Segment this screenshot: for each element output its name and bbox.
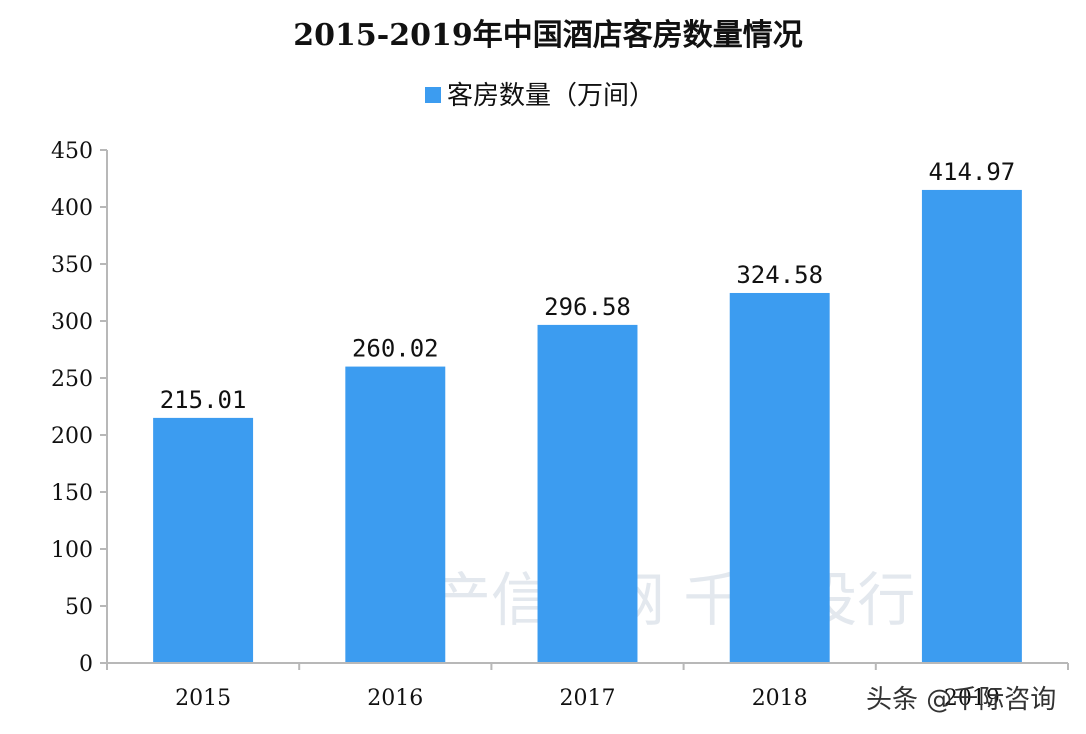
x-tick-label: 2015 xyxy=(175,686,231,711)
y-tick-label: 300 xyxy=(51,310,93,335)
x-tick-label: 2018 xyxy=(752,686,808,711)
y-tick-label: 100 xyxy=(51,538,93,563)
source-label: 头条 @千际咨询 xyxy=(866,685,1056,715)
y-tick-label: 450 xyxy=(51,139,93,164)
y-tick-label: 50 xyxy=(65,595,93,620)
bar-2015 xyxy=(153,417,254,663)
chart-title: 2015-2019年中国酒店客房数量情况 xyxy=(293,18,802,53)
bars-group xyxy=(153,189,1022,663)
bar-2019 xyxy=(921,189,1022,663)
legend-swatch xyxy=(425,87,441,103)
y-tick-label: 400 xyxy=(51,196,93,221)
bar-2016 xyxy=(345,366,446,663)
x-tick-label: 2016 xyxy=(367,686,423,711)
y-tick-label: 250 xyxy=(51,367,93,392)
y-tick-label: 150 xyxy=(51,481,93,506)
y-axis: 0 50 100 150 200 250 300 350 400 450 xyxy=(51,139,107,677)
x-tick-label: 2019 xyxy=(944,686,1000,711)
y-tick-label: 0 xyxy=(79,652,93,677)
legend-label: 客房数量（万间） xyxy=(447,81,655,111)
legend: 客房数量（万间） xyxy=(425,81,655,111)
data-label-2015: 215.01 xyxy=(160,386,247,414)
data-label-2016: 260.02 xyxy=(352,335,439,363)
data-label-2018: 324.58 xyxy=(736,261,823,289)
data-labels-group: 215.01 260.02 296.58 324.58 414.97 xyxy=(160,158,1016,414)
data-label-2017: 296.58 xyxy=(544,293,631,321)
y-tick-label: 200 xyxy=(51,424,93,449)
bar-2017 xyxy=(537,324,638,663)
data-label-2019: 414.97 xyxy=(929,158,1016,186)
bar-2018 xyxy=(729,292,830,663)
y-tick-label: 350 xyxy=(51,253,93,278)
x-axis: 2015 2016 2017 2018 2019 xyxy=(106,663,1069,711)
watermark-text: 资产信息网 千际投行 xyxy=(375,566,915,634)
x-tick-label: 2017 xyxy=(560,686,616,711)
